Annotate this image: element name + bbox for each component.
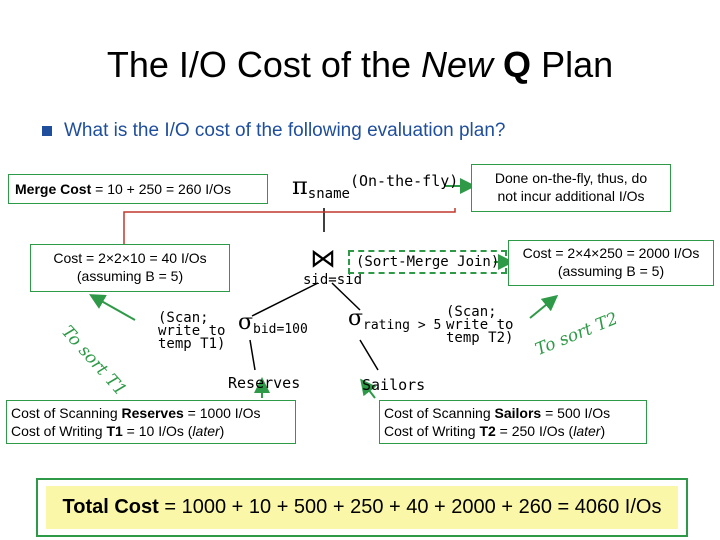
merge-cost-box: Merge Cost = 10 + 250 = 260 I/Os xyxy=(8,174,268,204)
total-cost-box: Total Cost = 1000 + 10 + 500 + 250 + 40 … xyxy=(36,478,688,537)
cost-left-box: Cost = 2×2×10 = 40 I/Os (assuming B = 5) xyxy=(30,244,230,292)
total-cost-highlight: Total Cost = 1000 + 10 + 500 + 250 + 40 … xyxy=(46,486,678,529)
edge-right-sailors xyxy=(359,339,379,371)
sort-t1-arrow xyxy=(89,294,136,321)
sigma-right-symbol: σ xyxy=(348,306,364,331)
sailors-relation: Sailors xyxy=(362,376,426,394)
bullet-square-icon xyxy=(42,126,52,136)
question-bullet: What is the I/O cost of the following ev… xyxy=(42,120,505,142)
total-cost-label: Total Cost xyxy=(62,496,159,518)
on-the-fly-note-box: Done on-the-fly, thus, do not incur addi… xyxy=(471,164,671,212)
merge-cost-arrow xyxy=(118,208,456,256)
left-scan-note: (Scan; write to temp T1) xyxy=(158,310,226,352)
question-text: What is the I/O cost of the following ev… xyxy=(64,120,506,141)
reserves-cost-box: Cost of Scanning Reserves = 1000 I/Os Co… xyxy=(6,400,296,444)
join-subscript: sid=sid xyxy=(303,272,363,288)
sigma-left-symbol: σ xyxy=(238,310,254,335)
sort-t2-arrow xyxy=(529,294,559,319)
sailors-cost-arrow xyxy=(360,378,377,399)
left-selection-operator: σbid=100 xyxy=(238,310,308,337)
edge-join-left xyxy=(251,282,319,317)
projection-operator: πsname(On-the-fly) xyxy=(292,172,458,202)
join-note-box: (Sort-Merge Join) xyxy=(348,250,508,274)
join-operator: ⋈ xyxy=(310,244,336,274)
right-selection-condition: rating > 5 xyxy=(363,318,442,334)
cost-right-box: Cost = 2×4×250 = 2000 I/Os (assuming B =… xyxy=(508,240,714,286)
slide-title: The I/O Cost of the New Q Plan xyxy=(106,44,614,85)
reserves-relation: Reserves xyxy=(228,374,301,392)
projection-note: (On-the-fly) xyxy=(349,172,459,190)
right-scan-note: (Scan; write to temp T2) xyxy=(446,304,514,346)
join-symbol: ⋈ xyxy=(310,244,336,274)
edge-join-right xyxy=(331,282,361,311)
total-cost-value: = 1000 + 10 + 500 + 250 + 40 + 2000 + 26… xyxy=(158,496,662,518)
left-selection-condition: bid=100 xyxy=(253,322,308,338)
sailors-cost-box: Cost of Scanning Sailors = 500 I/Os Cost… xyxy=(379,400,647,444)
right-selection-operator: σrating > 5 xyxy=(348,306,441,333)
pi-symbol: π xyxy=(292,172,308,200)
edge-left-reserves xyxy=(249,339,256,371)
projection-subscript: sname xyxy=(307,186,350,203)
